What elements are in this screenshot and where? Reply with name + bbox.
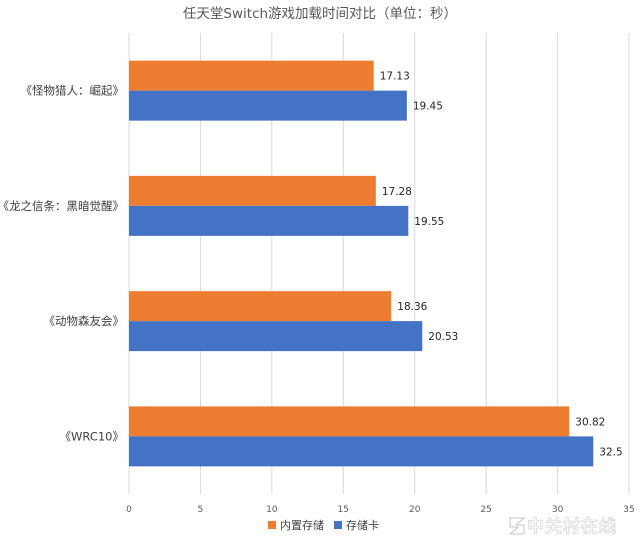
bar-card-0 (129, 90, 407, 121)
x-axis-ticks: 0 5 10 15 20 25 30 35 (126, 505, 635, 515)
data-label: 20.53 (428, 331, 458, 343)
bar-internal-3 (129, 406, 570, 437)
data-label: 17.28 (382, 186, 412, 198)
legend-label-1: 存储卡 (346, 518, 379, 532)
category-label: 《动物森友会》 (44, 314, 125, 328)
legend-swatch-1 (334, 521, 342, 529)
bar-card-2 (129, 321, 423, 352)
watermark: 中关村在线 (508, 516, 617, 538)
category-label: 《龙之信条：黑暗觉醒》 (0, 199, 124, 213)
chart-title: 任天堂Switch游戏加载时间对比（单位：秒） (183, 6, 457, 22)
data-labels: 17.13 19.45 17.28 19.55 18.36 20.53 30.82 32.5 (380, 71, 623, 459)
legend-swatch-0 (268, 521, 276, 529)
x-tick-label: 10 (266, 505, 278, 515)
legend-label-0: 内置存储 (280, 518, 324, 532)
bars (129, 60, 594, 467)
bar-card-3 (129, 436, 594, 467)
data-label: 19.55 (414, 216, 444, 228)
category-label: 《怪物猎人：崛起》 (21, 84, 125, 98)
x-tick-label: 0 (126, 505, 132, 515)
legend: 内置存储 存储卡 (268, 518, 379, 532)
category-label: 《WRC10》 (60, 429, 124, 443)
watermark-text: 中关村在线 (527, 517, 617, 537)
category-labels: 《怪物猎人：崛起》《龙之信条：黑暗觉醒》《动物森友会》《WRC10》 (0, 84, 124, 444)
bar-internal-0 (129, 60, 374, 91)
x-tick-label: 5 (198, 505, 204, 515)
watermark-logo-icon (508, 517, 526, 535)
x-tick-label: 15 (338, 505, 349, 515)
x-tick-label: 30 (552, 505, 564, 515)
data-label: 17.13 (380, 71, 410, 83)
bar-internal-1 (129, 175, 376, 206)
data-label: 18.36 (397, 301, 427, 313)
data-label: 19.45 (413, 101, 443, 113)
data-label: 32.5 (599, 446, 622, 458)
data-label: 30.82 (575, 416, 605, 428)
bar-card-1 (129, 205, 409, 236)
bar-internal-2 (129, 291, 392, 322)
x-tick-label: 25 (480, 505, 491, 515)
x-tick-label: 35 (623, 505, 634, 515)
x-tick-label: 20 (409, 505, 421, 515)
